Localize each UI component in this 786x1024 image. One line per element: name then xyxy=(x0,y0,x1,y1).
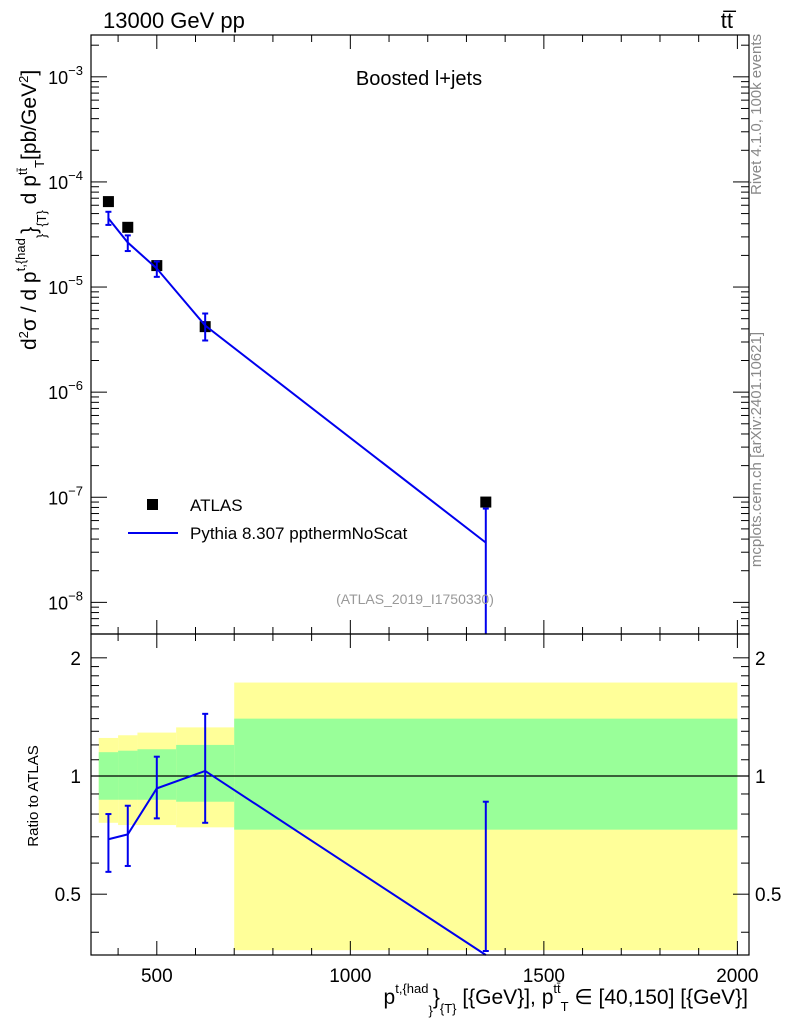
main-y-tick-label: 10−8 xyxy=(48,588,83,613)
x-tick-label: 1500 xyxy=(523,966,565,987)
atlas-data-point xyxy=(480,496,492,508)
ratio-y-tick-label-right: 2 xyxy=(755,649,766,670)
main-y-tick-label: 10−3 xyxy=(48,63,83,88)
legend-atlas-marker xyxy=(147,499,158,510)
ratio-y-tick-label: 1 xyxy=(70,767,81,788)
process-label: tt̅ xyxy=(721,8,737,33)
x-tick-label: 500 xyxy=(141,966,173,987)
main-y-tick-label: 10−4 xyxy=(48,168,83,193)
atlas-data-point xyxy=(102,196,114,208)
main-plot-frame xyxy=(90,34,750,635)
x-tick-label: 1000 xyxy=(329,966,371,987)
ratio-y-tick-label: 2 xyxy=(70,649,81,670)
x-axis-label: pt,{had}}{T} [{GeV}], ptt̄T ∈ [40,150] [… xyxy=(384,981,748,1018)
energy-label: 13000 GeV pp xyxy=(103,8,245,33)
main-y-tick-label: 10−5 xyxy=(48,273,83,298)
ratio-y-tick-label-right: 0.5 xyxy=(755,885,781,906)
main-y-axis-label: d2σ / d pt,{had}}{T} d ptt̄T[pb/GeV2] xyxy=(13,70,49,350)
legend-pythia-label: Pythia 8.307 ppthermNoScat xyxy=(190,524,408,543)
main-panel: 10−810−710−610−510−410−3 Boosted l+jets … xyxy=(13,34,750,635)
ratio-plot-frame xyxy=(90,633,750,956)
ratio-y-tick-label: 0.5 xyxy=(55,885,81,906)
main-y-tick-label: 10−6 xyxy=(48,378,83,403)
ratio-y-axis-label: Ratio to ATLAS xyxy=(25,745,42,846)
main-y-tick-label: 10−7 xyxy=(48,483,83,508)
rivet-version-text: Rivet 4.1.0, 100k events xyxy=(748,34,765,195)
pythia-line xyxy=(107,217,487,544)
ratio-y-tick-label-right: 1 xyxy=(755,767,766,788)
ratio-panel: 0.5 0.5 1 1 2 2 500 1000 1500 2000 Ratio to ATLAS… xyxy=(25,633,781,1018)
ratio-inner-uncertainty-band xyxy=(118,750,138,800)
legend-atlas-label: ATLAS xyxy=(190,496,243,515)
analysis-watermark: (ATLAS_2019_I1750330) xyxy=(336,591,494,607)
x-tick-label: 2000 xyxy=(716,966,758,987)
legend: ATLAS Pythia 8.307 ppthermNoScat xyxy=(128,496,408,543)
mcplots-source-text: mcplots.cern.ch [arXiv:2401.10621] xyxy=(748,332,765,567)
atlas-data-point xyxy=(122,221,134,233)
main-title: Boosted l+jets xyxy=(356,68,482,90)
